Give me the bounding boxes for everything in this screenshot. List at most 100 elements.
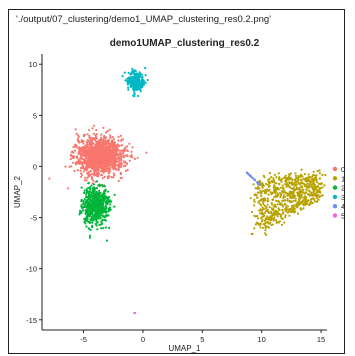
point [101,193,104,196]
point [103,135,106,138]
point [290,190,293,194]
point [262,208,265,211]
point [141,80,144,83]
point [85,225,88,228]
point [292,199,295,202]
legend-label-5: 5 [341,212,345,221]
point [296,212,300,215]
point [105,239,108,242]
point [318,169,321,172]
point [121,152,125,155]
point [129,155,132,158]
point [91,161,94,164]
point [268,218,271,221]
point [257,186,260,189]
point [310,198,313,201]
point [77,152,80,155]
point [269,181,272,184]
point [105,203,108,206]
point [83,133,86,136]
point [101,184,104,187]
point [72,146,75,149]
point [262,199,265,202]
point [77,141,81,144]
point [287,185,290,188]
point [267,185,271,188]
point [282,186,285,189]
point [266,218,269,221]
point [289,201,292,204]
point [273,184,276,187]
point [118,149,121,152]
point [276,192,279,195]
point [109,203,112,206]
point [113,205,116,208]
point [116,157,119,160]
point [102,147,105,150]
point [89,170,92,173]
y-axis-label: UMAP_2 [13,175,22,208]
point [122,150,125,153]
point [302,177,305,180]
point [108,139,111,142]
point [304,178,307,181]
point [319,187,322,190]
point [280,223,283,226]
point [259,222,262,225]
point [135,73,138,76]
point [48,177,51,180]
point [120,144,124,147]
point [84,152,87,155]
point [92,208,95,211]
point [312,189,316,192]
point [264,189,267,192]
point [81,145,85,149]
point [294,199,297,202]
point [74,145,77,148]
point [263,219,267,222]
point [79,166,83,170]
point [288,214,291,217]
point [72,161,75,164]
point [91,190,95,193]
point [107,210,110,213]
point [130,84,133,87]
point [104,226,107,229]
point [274,213,277,216]
point [85,156,88,159]
point [90,136,93,139]
point [144,74,147,77]
point [264,207,267,210]
point [113,148,116,151]
point [131,67,134,70]
point [88,158,91,161]
point [85,215,89,218]
point [127,88,130,91]
point [104,140,107,143]
point [121,75,124,78]
point [127,86,130,89]
point [123,161,126,164]
point [93,166,96,169]
point [278,212,281,216]
point [80,147,83,150]
y-tick-label: 0 [33,162,37,171]
point [136,156,139,159]
point [90,205,93,208]
legend-marker-4 [332,204,338,209]
point [108,157,112,160]
point [88,234,92,237]
series-2-points [78,180,116,242]
y-tick-label: 10 [29,60,37,69]
point [98,214,101,217]
point [292,193,295,196]
point [83,191,86,194]
point [249,175,252,178]
point [137,83,140,86]
series-1-points [249,168,327,236]
point [84,211,87,214]
point [302,207,305,210]
point [256,191,259,194]
point [103,136,106,140]
point [124,169,127,172]
